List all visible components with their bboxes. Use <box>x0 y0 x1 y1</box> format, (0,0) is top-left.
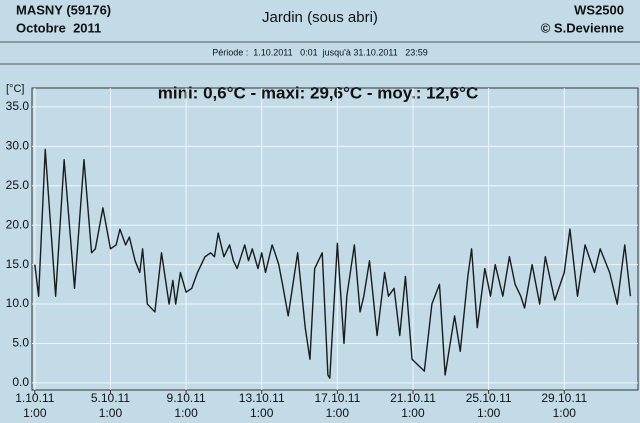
temperature-line <box>34 148 632 379</box>
x-tick-label: 9.10.11 1:00 <box>166 391 206 420</box>
y-tick-label: 0.0 <box>12 375 29 389</box>
x-tick-label: 25.10.11 1:00 <box>465 391 512 420</box>
plot-area <box>31 87 639 391</box>
y-tick-label: 35.0 <box>6 99 30 113</box>
y-tick-label: 5.0 <box>12 336 29 350</box>
station: MASNY (59176) <box>16 2 111 17</box>
annotation: mini: 0,6°C - maxi: 29,6°C - moy.: 12,6°… <box>158 83 479 102</box>
y-tick-label: 15.0 <box>6 257 30 271</box>
y-tick-label: 10.0 <box>6 296 30 310</box>
period: Période : 1.10.2011 0:01 jusqu'à 31.10.2… <box>212 47 428 57</box>
x-tick-label: 29.10.11 1:00 <box>541 391 588 420</box>
x-tick-label: 21.10.11 1:00 <box>390 391 436 420</box>
x-tick-label: 1.10.11 1:00 <box>15 391 55 420</box>
y-tick-label: 30.0 <box>6 139 30 153</box>
author: © S.Devienne <box>541 20 624 35</box>
y-tick-label: 20.0 <box>6 217 30 231</box>
device: WS2500 <box>574 2 624 17</box>
x-tick-label: 17.10.11 1:00 <box>314 391 361 420</box>
x-tick-label: 5.10.11 1:00 <box>90 391 131 420</box>
y-tick-label: 25.0 <box>6 178 30 192</box>
y-axis-label: [°C] <box>6 83 24 95</box>
x-tick-label: 13.10.11 1:00 <box>238 391 285 420</box>
chart-title: Jardin (sous abri) <box>262 9 378 26</box>
month: Octobre 2011 <box>16 20 101 35</box>
